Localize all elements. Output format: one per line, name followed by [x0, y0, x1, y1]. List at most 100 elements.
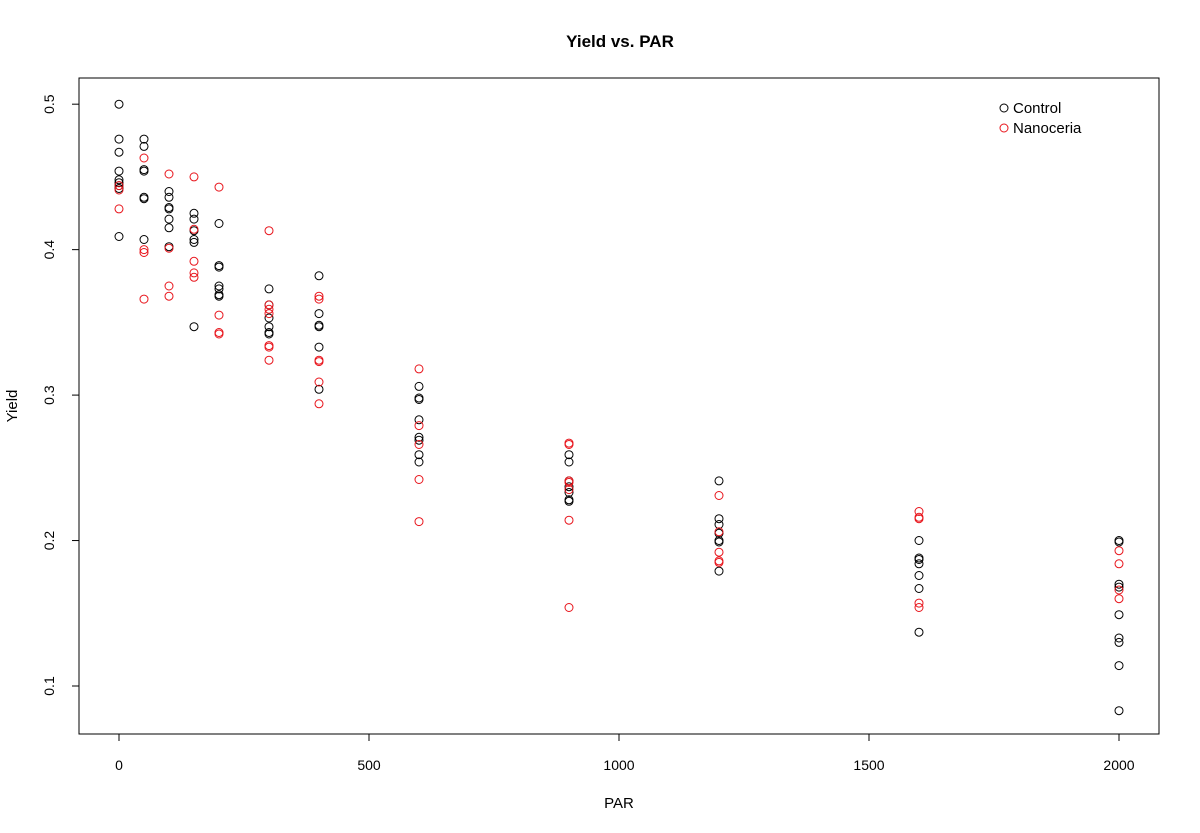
data-point — [914, 584, 924, 593]
data-point — [714, 527, 724, 537]
data-point — [189, 224, 199, 234]
data-point — [189, 268, 199, 278]
data-point — [189, 235, 199, 244]
data-point — [414, 421, 424, 431]
plot-frame — [78, 77, 1160, 735]
data-point — [414, 457, 424, 467]
y-tick-label: 0.1 — [41, 676, 57, 696]
y-tick-label: 0.2 — [41, 531, 57, 551]
data-point — [114, 175, 124, 185]
series-nanoceria — [114, 153, 1124, 612]
data-point — [1114, 537, 1124, 547]
x-tick-label: 1000 — [603, 757, 634, 773]
data-point — [414, 450, 424, 460]
x-tick-label: 1500 — [853, 757, 884, 773]
data-point — [414, 435, 424, 445]
data-point — [189, 172, 199, 182]
data-point — [1114, 661, 1124, 671]
data-point — [314, 291, 324, 301]
data-point — [1114, 637, 1124, 647]
data-point — [164, 223, 174, 233]
data-point — [164, 169, 174, 179]
data-point — [914, 555, 924, 564]
data-point — [314, 322, 324, 332]
data-point — [914, 507, 924, 516]
data-point — [189, 256, 199, 266]
data-point — [314, 357, 324, 367]
data-point — [714, 547, 724, 557]
x-axis: 0 500 1000 1500 2000 — [115, 733, 1135, 773]
data-point — [114, 134, 124, 144]
data-point — [214, 284, 224, 294]
data-point — [189, 322, 199, 332]
data-point — [139, 134, 149, 144]
data-point — [1114, 582, 1124, 592]
data-point — [214, 262, 224, 272]
data-point — [414, 517, 424, 527]
data-points — [114, 99, 1124, 716]
data-point — [914, 627, 924, 637]
data-point — [214, 291, 224, 301]
data-point — [214, 281, 224, 291]
data-point — [1114, 585, 1124, 595]
data-point — [564, 440, 574, 449]
data-point — [1114, 559, 1124, 569]
data-point — [139, 141, 149, 151]
x-tick-label: 500 — [357, 757, 381, 773]
data-point — [314, 384, 324, 394]
legend-marker — [999, 123, 1009, 133]
data-point — [564, 450, 574, 460]
data-point — [139, 194, 149, 204]
data-point — [189, 237, 199, 247]
data-point — [189, 214, 199, 224]
data-point — [214, 182, 224, 192]
data-point — [564, 496, 574, 506]
data-point — [114, 147, 124, 157]
y-tick-label: 0.5 — [41, 94, 57, 114]
y-tick-label: 0.3 — [41, 385, 57, 405]
series-control — [114, 99, 1124, 716]
legend: Control Nanoceria — [999, 100, 1082, 137]
data-point — [264, 300, 274, 310]
data-point — [214, 310, 224, 320]
data-point — [264, 342, 274, 352]
data-point — [314, 294, 324, 304]
data-point — [564, 515, 574, 525]
data-point — [114, 178, 124, 188]
y-axis: 0.1 0.2 0.3 0.4 0.5 — [41, 94, 80, 696]
data-point — [214, 329, 224, 339]
data-point — [314, 309, 324, 319]
data-point — [264, 284, 274, 294]
data-point — [414, 415, 424, 425]
data-point — [139, 248, 149, 257]
x-axis-label: PAR — [604, 795, 634, 812]
x-tick-label: 0 — [115, 757, 123, 773]
data-point — [189, 208, 199, 218]
data-point — [1114, 546, 1124, 556]
data-point — [139, 153, 149, 163]
data-point — [114, 181, 124, 191]
data-point — [714, 566, 724, 576]
data-point — [564, 488, 574, 497]
data-point — [114, 99, 124, 109]
data-point — [139, 294, 149, 304]
data-point — [264, 322, 274, 332]
data-point — [314, 271, 324, 281]
data-point — [914, 514, 924, 524]
data-point — [1114, 633, 1124, 643]
data-point — [264, 309, 274, 319]
data-point — [314, 377, 324, 387]
data-point — [1114, 594, 1124, 604]
data-point — [314, 399, 324, 409]
y-tick-label: 0.4 — [41, 240, 57, 260]
data-point — [114, 204, 124, 214]
data-point — [564, 457, 574, 467]
legend-marker — [999, 103, 1009, 113]
data-point — [164, 192, 174, 202]
data-point — [414, 364, 424, 374]
data-point — [1114, 706, 1124, 716]
data-point — [164, 204, 174, 214]
legend-label: Nanoceria — [1013, 120, 1082, 137]
data-point — [164, 214, 174, 224]
